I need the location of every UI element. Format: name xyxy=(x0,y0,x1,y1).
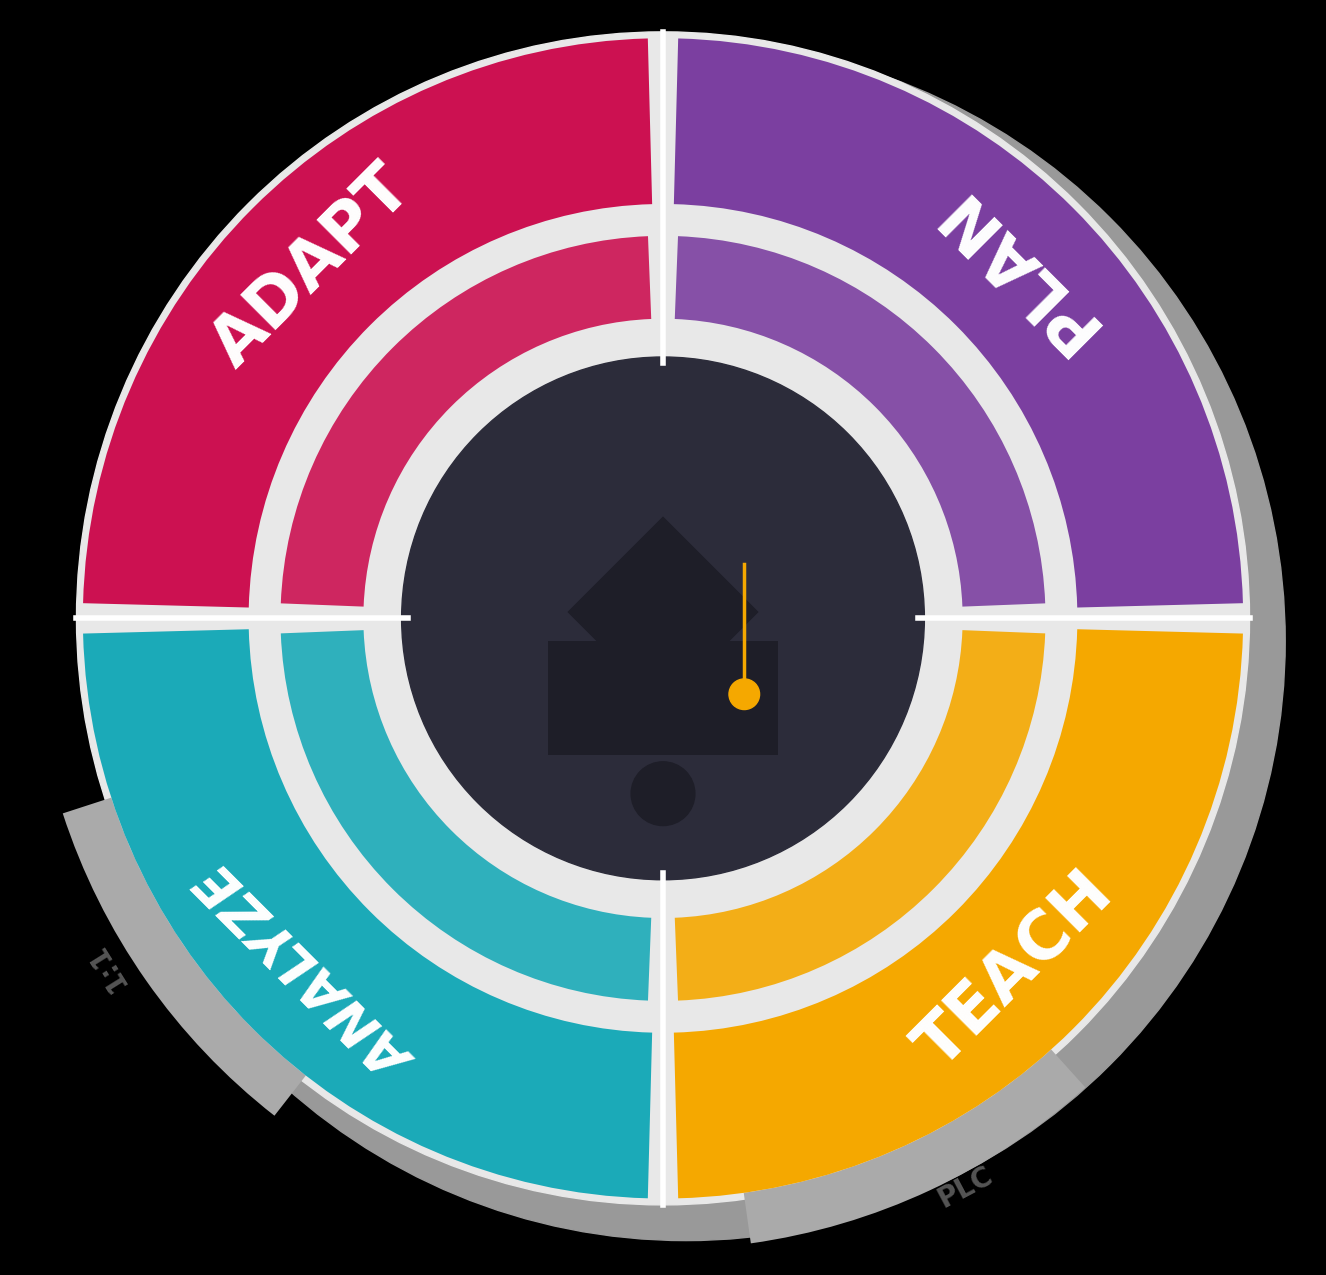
Wedge shape xyxy=(674,38,1242,607)
Wedge shape xyxy=(675,630,1045,1001)
Circle shape xyxy=(631,762,695,826)
Wedge shape xyxy=(62,798,306,1116)
Wedge shape xyxy=(281,630,651,1001)
Text: 1:1: 1:1 xyxy=(81,938,131,994)
Circle shape xyxy=(77,32,1249,1205)
Wedge shape xyxy=(84,630,652,1198)
Text: PLC: PLC xyxy=(934,1160,997,1213)
Text: ANALYZE: ANALYZE xyxy=(194,853,428,1088)
Wedge shape xyxy=(281,236,651,607)
Wedge shape xyxy=(84,38,652,607)
Wedge shape xyxy=(744,1049,1085,1243)
Text: PLAN: PLAN xyxy=(922,173,1109,361)
Text: ADAPT: ADAPT xyxy=(199,154,424,380)
Circle shape xyxy=(729,678,760,709)
Wedge shape xyxy=(675,236,1045,607)
Circle shape xyxy=(86,42,1285,1241)
Wedge shape xyxy=(674,630,1242,1198)
Circle shape xyxy=(402,357,924,880)
Polygon shape xyxy=(568,516,758,708)
Polygon shape xyxy=(548,640,778,755)
Text: TEACH: TEACH xyxy=(904,859,1126,1081)
